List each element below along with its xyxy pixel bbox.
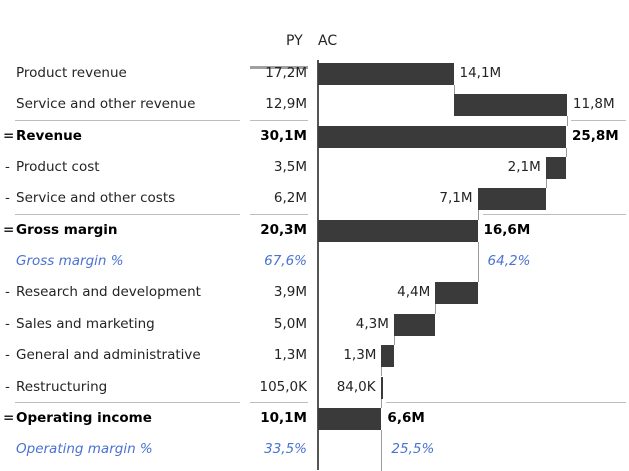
row-label: Product cost <box>16 159 100 176</box>
ac-bar <box>545 157 566 180</box>
ac-bar <box>318 125 566 148</box>
connector-line <box>435 304 437 314</box>
row-prefix: = <box>3 127 15 144</box>
ac-value: 16,6M <box>483 221 531 238</box>
ac-bar <box>435 282 478 305</box>
ac-value: 84,0K <box>336 378 376 395</box>
py-value: 105,0K <box>259 378 307 395</box>
connector-line <box>380 398 382 408</box>
ac-bar <box>381 345 394 368</box>
ac-bar <box>318 63 454 85</box>
row-label: Operating income <box>16 409 152 426</box>
py-value: 20,3M <box>260 221 307 238</box>
row-label: Restructuring <box>16 378 108 395</box>
ac-bar <box>453 94 567 117</box>
row-prefix: - <box>5 315 10 332</box>
row-separator <box>482 214 626 216</box>
connector-line <box>453 85 455 95</box>
row-prefix: - <box>5 190 10 207</box>
connector-line <box>381 367 383 377</box>
connector-line <box>393 335 395 346</box>
row-prefix: - <box>5 284 10 301</box>
connector-line <box>565 147 567 158</box>
row-label: Operating margin % <box>16 441 153 458</box>
row-separator <box>386 402 626 404</box>
row-separator <box>15 402 240 404</box>
connector-line <box>566 116 568 126</box>
py-value: 6,2M <box>273 190 307 207</box>
row-label: Service and other revenue <box>16 96 196 113</box>
ac-value: 25,8M <box>571 127 619 144</box>
row-prefix: = <box>3 221 15 238</box>
row-label: Research and development <box>16 284 201 301</box>
ac-value: 1,3M <box>343 347 377 364</box>
row-prefix: - <box>5 347 10 364</box>
ac-value: 11,8M <box>572 96 615 113</box>
row-label: Revenue <box>16 127 82 144</box>
ac-value: 6,6M <box>387 409 425 426</box>
connector-line <box>381 429 383 471</box>
py-value: 3,9M <box>273 284 307 301</box>
py-value: 1,3M <box>273 347 307 364</box>
row-label: Service and other costs <box>16 190 176 207</box>
ac-value: 2,1M <box>507 159 541 176</box>
connector-line <box>545 179 547 189</box>
ac-percent: 25,5% <box>391 441 435 458</box>
py-value: 30,1M <box>260 127 307 144</box>
py-value: 12,9M <box>265 96 307 113</box>
py-header: PY <box>286 33 303 49</box>
axis-line <box>317 60 319 470</box>
connector-line <box>477 210 479 220</box>
ac-value: 4,4M <box>397 284 431 301</box>
ac-bar <box>318 219 478 242</box>
row-prefix: = <box>3 409 15 426</box>
connector-line <box>477 273 479 283</box>
row-label: Gross margin % <box>16 253 124 270</box>
row-prefix: - <box>5 159 10 176</box>
ac-value: 14,1M <box>459 65 502 81</box>
connector-line <box>477 241 479 283</box>
py-value: 10,1M <box>260 409 307 426</box>
py-value: 67,6% <box>264 253 307 270</box>
row-separator <box>250 120 308 122</box>
row-separator <box>15 120 240 122</box>
row-label: Sales and marketing <box>16 315 155 332</box>
ac-bar <box>318 407 382 430</box>
py-value: 5,0M <box>273 315 307 332</box>
ac-value: 4,3M <box>355 315 389 332</box>
ac-bar <box>393 313 436 336</box>
row-prefix: - <box>5 378 10 395</box>
py-value: 17,2M <box>265 65 307 81</box>
ac-header: AC <box>318 33 338 49</box>
py-value: 33,5% <box>264 441 307 458</box>
ac-percent: 64,2% <box>487 253 531 270</box>
ac-bar <box>477 188 546 211</box>
row-separator <box>250 402 308 404</box>
row-separator <box>570 120 626 122</box>
row-label: General and administrative <box>16 347 201 364</box>
ac-value: 7,1M <box>439 190 473 207</box>
ac-bar <box>380 376 383 399</box>
py-header-underline <box>250 66 308 69</box>
py-value: 3,5M <box>273 159 307 176</box>
row-label: Product revenue <box>16 65 127 81</box>
row-separator <box>250 214 308 216</box>
row-label: Gross margin <box>16 221 118 238</box>
row-separator <box>15 214 240 216</box>
